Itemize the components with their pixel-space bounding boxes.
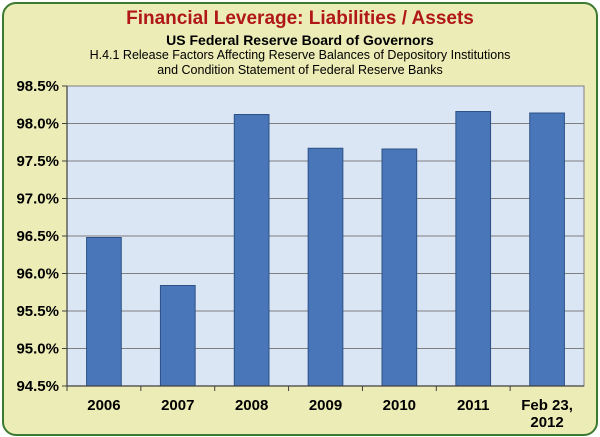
y-tick-label: 98.5%	[16, 78, 59, 95]
x-tick-label: 2006	[87, 397, 120, 414]
y-tick-label: 94.5%	[16, 378, 59, 395]
y-tick-label: 95.0%	[16, 341, 59, 358]
bar	[529, 112, 565, 387]
y-tick-label: 97.5%	[16, 153, 59, 170]
chart-description-line-1: H.4.1 Release Factors Affecting Reserve …	[89, 48, 511, 62]
bar	[159, 285, 196, 387]
y-tick-label: 96.5%	[16, 228, 59, 245]
chart-subtitle: US Federal Reserve Board of Governors	[166, 32, 434, 48]
bar	[455, 111, 492, 387]
y-tick-label: 97.0%	[16, 191, 59, 208]
chart-title: Financial Leverage: Liabilities / Assets	[126, 8, 474, 29]
bar	[233, 114, 270, 387]
x-tick-label: 2012	[530, 414, 563, 431]
x-tick-label: 2009	[309, 397, 342, 414]
x-tick-label: 2010	[383, 397, 416, 414]
bar	[381, 148, 418, 387]
x-tick-label: Feb 23,	[521, 397, 573, 414]
y-tick-label: 96.0%	[16, 266, 59, 283]
x-tick-label: 2011	[457, 397, 490, 414]
y-tick-label: 95.5%	[16, 303, 59, 320]
x-tick-label: 2008	[235, 397, 268, 414]
x-tick-label: 2007	[161, 397, 194, 414]
bar	[307, 147, 344, 387]
bar	[86, 237, 122, 387]
chart-description-line-2: and Condition Statement of Federal Reser…	[157, 63, 443, 77]
y-tick-label: 98.0%	[16, 116, 59, 133]
